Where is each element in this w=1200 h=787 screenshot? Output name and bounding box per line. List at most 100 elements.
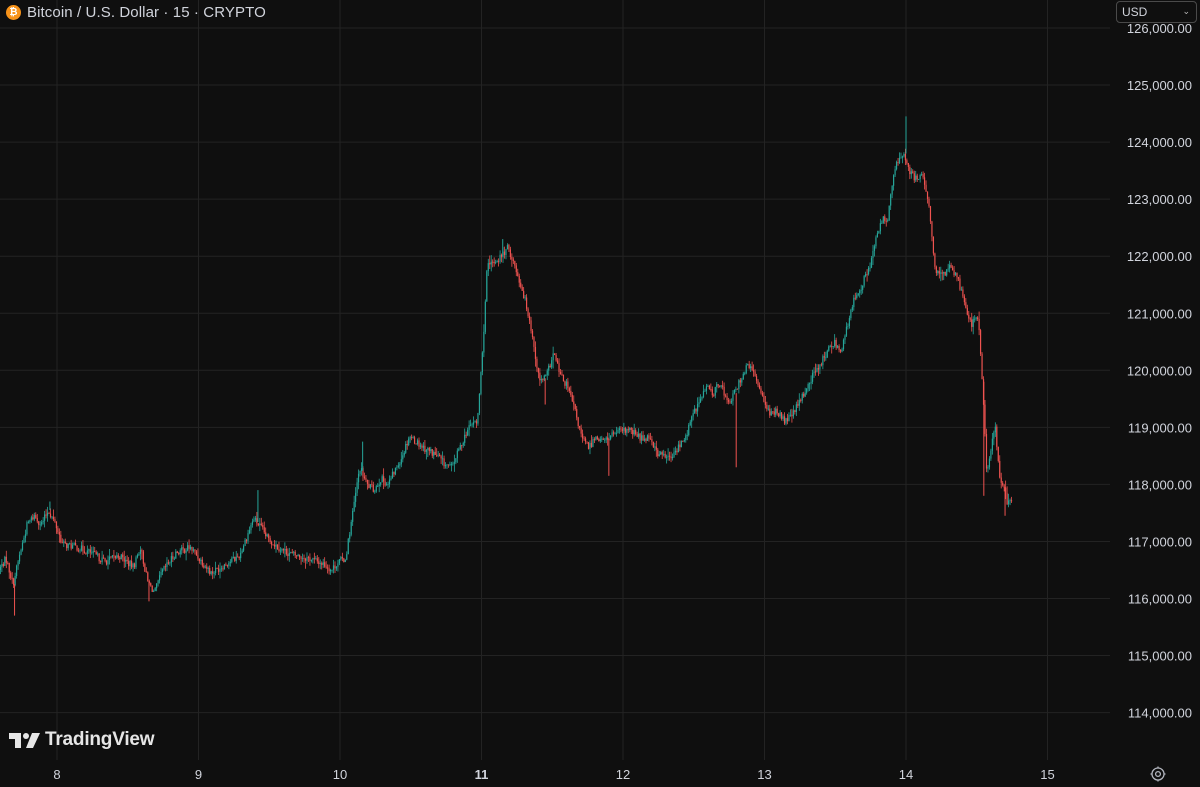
candle-body bbox=[178, 553, 180, 555]
candle-body bbox=[536, 358, 538, 368]
candle-body bbox=[642, 435, 644, 441]
candle-body bbox=[212, 571, 214, 574]
candle-body bbox=[46, 513, 49, 516]
candle-body bbox=[413, 437, 416, 444]
candle-body bbox=[842, 339, 845, 350]
candle-body bbox=[621, 429, 624, 431]
candle-body bbox=[328, 568, 330, 572]
candle-body bbox=[954, 272, 957, 276]
candle-body bbox=[290, 552, 292, 553]
candle-body bbox=[490, 261, 492, 265]
candle-body bbox=[579, 425, 581, 428]
candle-body bbox=[164, 566, 167, 568]
candle-body bbox=[49, 513, 52, 517]
candle-body bbox=[285, 548, 287, 555]
candle-body bbox=[974, 318, 976, 320]
candle-body bbox=[751, 366, 753, 371]
candle-body bbox=[469, 424, 472, 426]
candle-body bbox=[602, 438, 604, 440]
candle-body bbox=[559, 372, 562, 375]
candle-body bbox=[259, 523, 261, 526]
candle-body bbox=[271, 541, 273, 545]
candle-body bbox=[698, 402, 700, 405]
candle-body bbox=[41, 522, 43, 525]
candle-body bbox=[222, 568, 224, 570]
candle-body bbox=[767, 408, 769, 410]
candle-body bbox=[430, 449, 432, 452]
candle-body bbox=[462, 442, 464, 446]
candle-body bbox=[108, 556, 111, 560]
price-tick-label: 122,000.00 bbox=[1127, 249, 1192, 264]
candle-body bbox=[876, 233, 879, 238]
candle-body bbox=[517, 272, 519, 277]
candle-body bbox=[574, 404, 576, 410]
candle-body bbox=[775, 408, 777, 415]
candle-body bbox=[38, 521, 40, 525]
candle-body bbox=[582, 433, 584, 439]
candle-body bbox=[263, 527, 265, 533]
candle-body bbox=[1006, 493, 1008, 505]
candle-body bbox=[996, 426, 998, 447]
candle-body bbox=[163, 566, 165, 570]
candle-body bbox=[951, 267, 954, 271]
candle-body bbox=[477, 413, 479, 424]
candle-body bbox=[324, 562, 326, 567]
time-axis[interactable]: 8 9 10 11 12 13 14 15 bbox=[53, 767, 1054, 782]
candle-body bbox=[368, 483, 370, 488]
candle-body bbox=[929, 206, 932, 222]
candle-body bbox=[119, 557, 121, 560]
candle-body bbox=[427, 448, 429, 450]
candle-body bbox=[834, 339, 836, 347]
candle-body bbox=[990, 450, 992, 459]
candle-body bbox=[878, 231, 880, 234]
candle-body bbox=[554, 353, 556, 355]
candle-body bbox=[923, 177, 926, 185]
price-tick-label: 117,000.00 bbox=[1128, 534, 1192, 549]
candle-body bbox=[198, 558, 200, 562]
symbol-title[interactable]: Bitcoin / U.S. Dollar · 15 · CRYPTO bbox=[27, 3, 266, 21]
candle-body bbox=[350, 521, 352, 535]
candle-body bbox=[455, 458, 457, 463]
candle-body bbox=[156, 583, 158, 589]
candle-body bbox=[408, 438, 410, 446]
settings-gear-icon[interactable] bbox=[1149, 765, 1167, 783]
price-axis[interactable]: 114,000.00 115,000.00 116,000.00 117,000.00… bbox=[1127, 21, 1192, 721]
candle-body bbox=[172, 556, 174, 559]
price-tick-label: 119,000.00 bbox=[1128, 420, 1192, 435]
candle-body bbox=[648, 435, 650, 439]
candle-body bbox=[346, 554, 348, 560]
candle-body bbox=[612, 432, 615, 434]
candle-body bbox=[184, 548, 186, 553]
candle-body bbox=[431, 449, 433, 456]
price-tick-label: 126,000.00 bbox=[1127, 21, 1192, 36]
candle-body bbox=[863, 276, 865, 286]
candle-body bbox=[135, 557, 137, 568]
candle-body bbox=[396, 466, 398, 468]
candle-body bbox=[116, 555, 118, 558]
time-tick-label: 10 bbox=[333, 767, 347, 782]
candle-body bbox=[139, 550, 142, 554]
candle-body bbox=[450, 463, 453, 465]
candle-body bbox=[944, 271, 946, 276]
candle-body bbox=[658, 454, 660, 457]
candle-body bbox=[226, 565, 228, 567]
candle-body bbox=[540, 378, 542, 381]
currency-select[interactable]: USD ⌄ bbox=[1116, 1, 1197, 23]
candle-body bbox=[181, 547, 183, 551]
candle-body bbox=[337, 563, 339, 567]
time-tick-label: 11 bbox=[475, 767, 489, 782]
candle-body bbox=[985, 433, 988, 469]
candle-body bbox=[904, 153, 907, 161]
candle-body bbox=[377, 486, 379, 487]
candle-body bbox=[638, 433, 640, 437]
tradingview-brand[interactable]: TradingView bbox=[9, 729, 155, 751]
candle-body bbox=[380, 482, 382, 485]
candle-body bbox=[766, 404, 768, 410]
candle-body bbox=[611, 432, 613, 436]
candle-body bbox=[755, 376, 758, 381]
candle-body bbox=[723, 386, 725, 396]
candle-body bbox=[816, 368, 818, 372]
candle-body bbox=[548, 365, 550, 371]
candle-body bbox=[126, 559, 128, 562]
